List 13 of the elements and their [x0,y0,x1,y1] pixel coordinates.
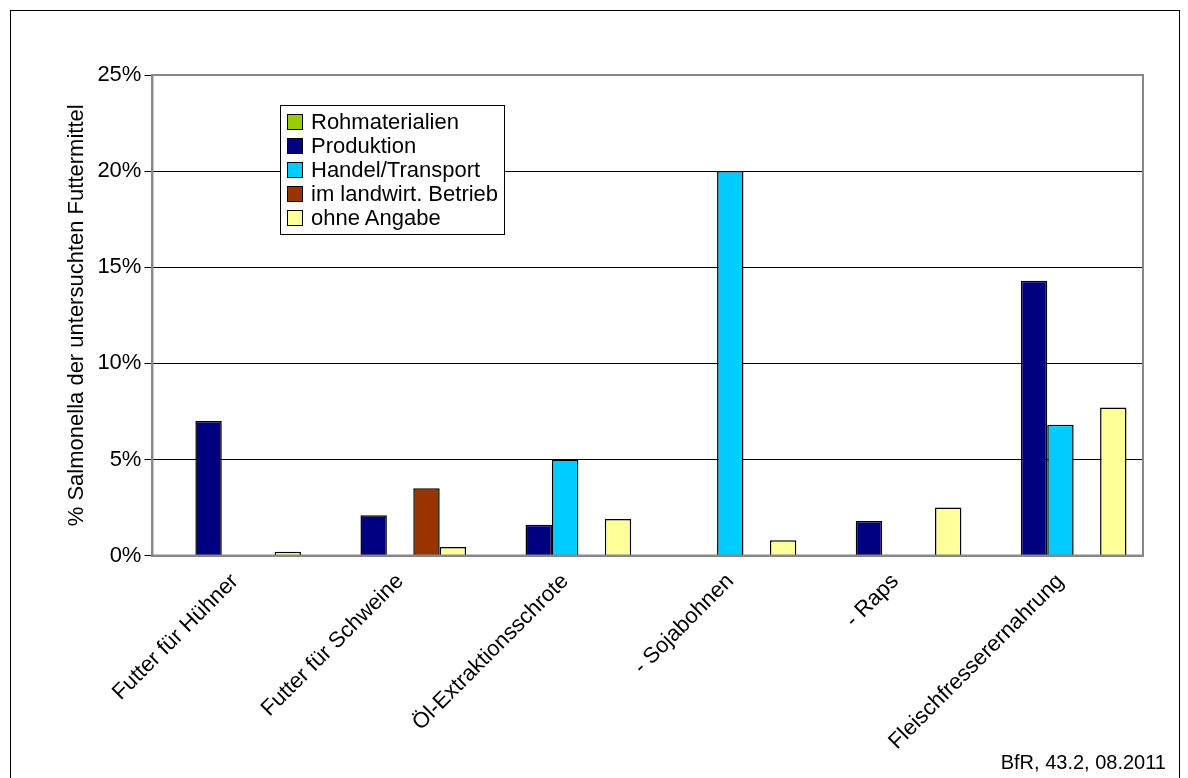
y-tick-label: 20% [97,157,142,183]
legend-label: Handel/Transport [311,157,481,182]
y-tick-label: 5% [109,445,142,471]
legend-label: ohne Angabe [311,205,441,230]
y-tick-label: 25% [97,61,142,87]
text: BfR, 43.2, 08.2011 [1000,751,1166,774]
legend-label: im landwirt. Betrieb [311,181,499,206]
y-tick-label: 15% [97,253,142,279]
y-tick-label: 10% [97,349,142,375]
y-tick-label: 0% [109,541,142,567]
legend-label: Rohmaterialien [311,109,459,134]
y-axis-title: % Salmonella der untersuchten Futtermittel [63,104,89,527]
legend-label: Produktion [311,133,417,158]
